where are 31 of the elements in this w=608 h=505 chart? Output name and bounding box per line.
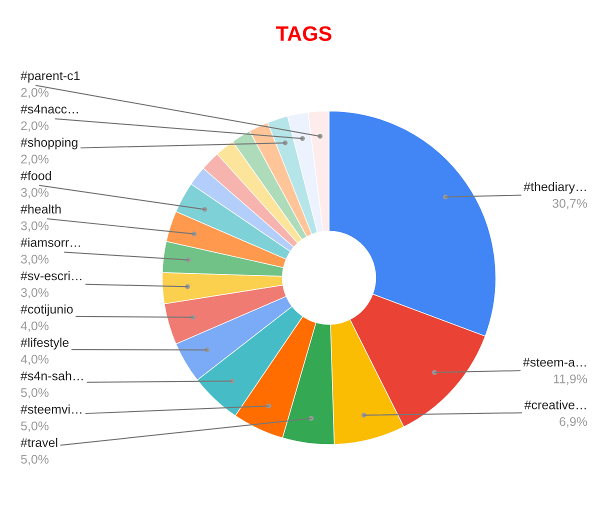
data-label: 2,0%: [21, 88, 49, 98]
slice-label: #cotijunio: [20, 304, 73, 316]
data-label: 4,0%: [20, 354, 49, 366]
chart-title: TAGS: [276, 26, 332, 41]
data-label: 5,0%: [21, 388, 49, 398]
slice-label: #sv-escri…: [20, 271, 82, 280]
slice-label: #steem-a…: [522, 358, 586, 367]
slice-label: #food: [20, 171, 51, 180]
data-label: 11,9%: [554, 374, 588, 385]
slice-label: #steemvi…: [20, 404, 82, 414]
slice-label: #iamsorr…: [20, 238, 80, 247]
slice-label: #health: [20, 204, 61, 214]
data-label: 30,7%: [552, 198, 588, 210]
data-label: 3,0%: [20, 254, 49, 266]
data-label: 6,9%: [560, 417, 588, 428]
data-label: 4,0%: [20, 321, 49, 332]
slice-label: #shopping: [20, 138, 78, 150]
data-label: 2,0%: [21, 154, 49, 165]
data-label: 3,0%: [20, 188, 49, 198]
slice-label: #parent-c1: [20, 71, 80, 83]
slice-label: #s4nacc…: [20, 104, 78, 114]
data-label: 3,0%: [20, 288, 49, 298]
slice-label: #lifestyle: [20, 338, 69, 350]
data-label: 5,0%: [21, 454, 49, 466]
slice-label: #travel: [20, 438, 58, 448]
data-label: 5,0%: [21, 422, 49, 432]
data-label: 3,0%: [20, 221, 49, 232]
slice-label: #thediary…: [524, 182, 586, 194]
data-label: 2,0%: [21, 121, 49, 132]
slice-label: #creative…: [524, 400, 586, 410]
slice-label: #s4n-sah…: [20, 371, 83, 380]
